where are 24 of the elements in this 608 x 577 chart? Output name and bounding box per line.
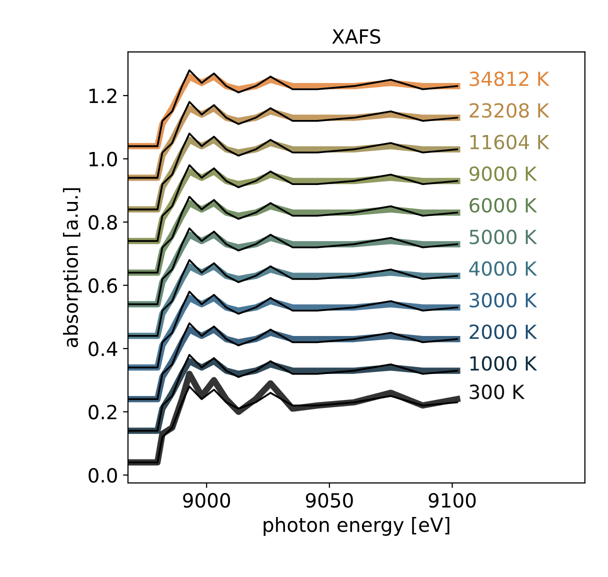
series-label: 300 K — [470, 384, 525, 400]
y-tick-label: 0.8 — [88, 215, 117, 230]
x-tick-label: 9050 — [306, 493, 353, 508]
series-label: 6000 K — [470, 198, 538, 213]
chart-title: XAFS — [332, 29, 380, 44]
x-axis-title: photon energy [eV] — [264, 517, 450, 536]
y-tick-label: 1.2 — [89, 88, 116, 103]
y-tick-label: 0.6 — [88, 278, 118, 293]
y-tick-label: 0.4 — [88, 342, 118, 356]
series-label: 5000 K — [470, 230, 538, 244]
y-tick-label: 1.0 — [89, 152, 117, 166]
series-label: 4000 K — [469, 261, 538, 276]
x-tick-label: 9000 — [183, 493, 230, 508]
series-label: 9000 K — [469, 166, 538, 182]
series-label: 1000 K — [470, 356, 538, 371]
series-label: 11604 K — [470, 134, 550, 150]
series-label: 2000 K — [470, 324, 538, 340]
series-label: 34812 K — [470, 71, 550, 86]
y-axis-title: absorption [a.u.] — [62, 188, 82, 348]
y-tick-label: 0.2 — [88, 404, 116, 420]
x-tick-label: 9100 — [428, 493, 476, 508]
y-tick-label: 0.0 — [88, 468, 117, 483]
series-label: 3000 K — [470, 292, 538, 308]
series-label: 23208 K — [470, 103, 550, 118]
